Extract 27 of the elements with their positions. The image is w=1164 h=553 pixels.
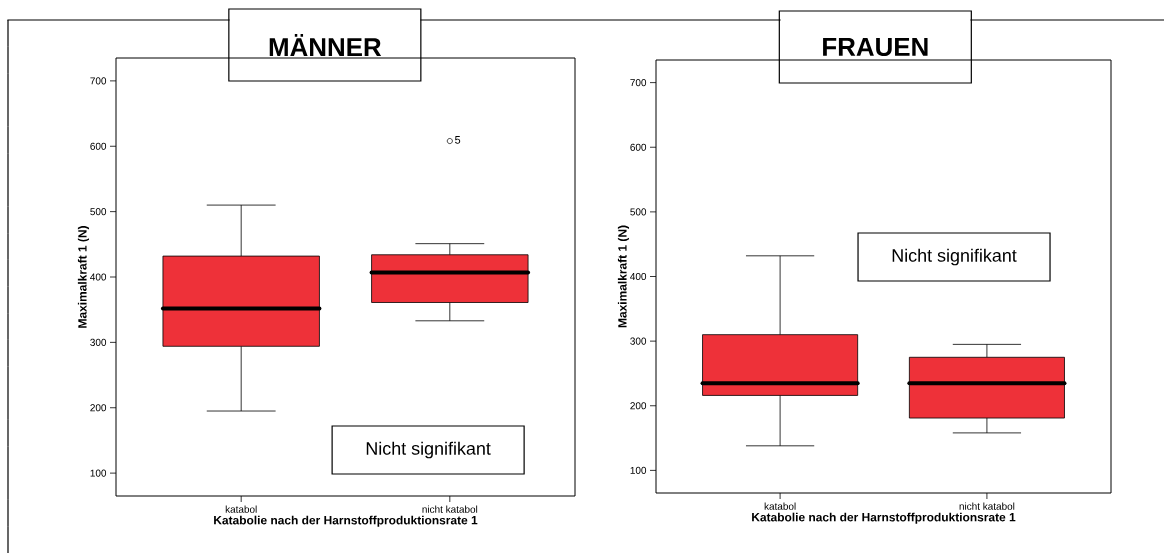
x-tick-label: katabol (225, 505, 257, 513)
y-tick-label: 400 (90, 273, 107, 281)
x-tick-label: nicht katabol (959, 502, 1015, 510)
y-tick-label: 200 (630, 402, 647, 410)
y-tick-label: 200 (90, 404, 107, 412)
annotation: 5 (455, 136, 461, 144)
y-tick-label: 600 (630, 143, 647, 151)
annotation: Nicht signifikant (366, 441, 491, 459)
y-tick-label: 700 (90, 77, 107, 85)
y-tick-label: 400 (630, 272, 647, 281)
chart-title: FRAUEN (823, 37, 928, 57)
y-tick-label: 500 (90, 208, 107, 216)
y-tick-label: 100 (630, 466, 647, 474)
y-tick-label: 600 (90, 142, 107, 150)
y-tick-label: 300 (90, 338, 107, 346)
y-axis-title: Maximalkraft 1 (N) (617, 225, 630, 328)
y-tick-label: 100 (90, 469, 107, 477)
y-tick-label: 700 (630, 79, 647, 87)
chart-title: MÄNNER (269, 33, 382, 57)
x-tick-label: katabol (764, 502, 796, 510)
annotation: Nicht signifikant (892, 248, 1017, 266)
y-tick-label: 500 (630, 208, 647, 216)
x-tick-label: nicht katabol (422, 505, 478, 513)
x-axis-title: Katabolie nach der Harnstoffproduktionsrate 1 (752, 512, 1016, 524)
y-axis-title: Maximalkraft 1 (N) (77, 226, 90, 328)
x-axis-title: Katabolie nach der Harnstoffproduktionsrate 1 (214, 515, 478, 527)
y-tick-label: 300 (630, 337, 647, 345)
